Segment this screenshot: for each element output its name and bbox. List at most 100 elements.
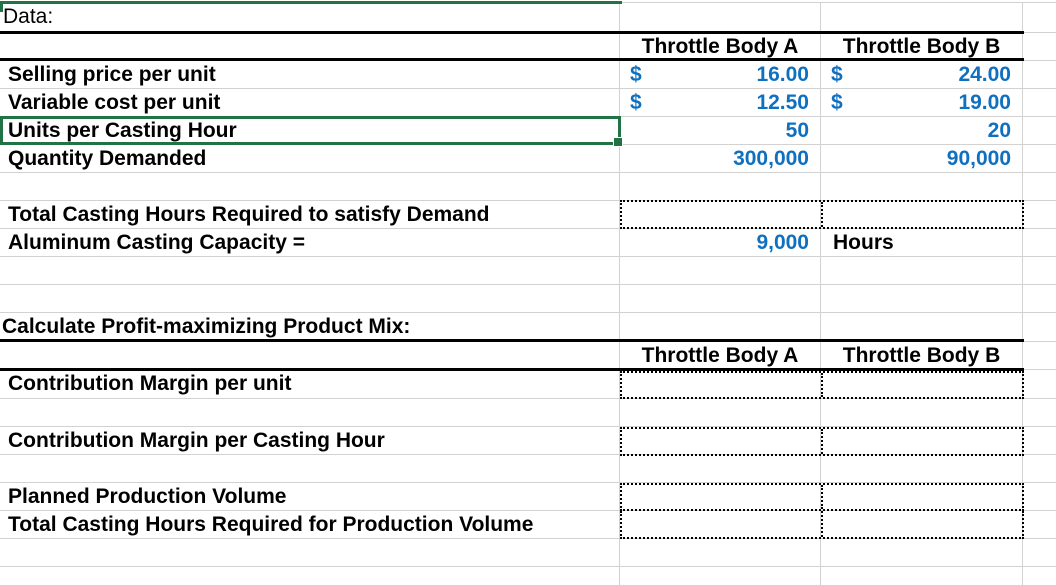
cell-empty[interactable] [1023,539,1056,566]
cell-empty[interactable] [620,257,821,284]
cell-empty[interactable] [620,285,821,312]
input-cell-total-casting-hours-a[interactable] [620,201,821,228]
input-cell-planned-volume-a[interactable] [620,483,821,510]
cell-empty[interactable] [1023,399,1056,426]
cell-empty[interactable] [620,567,821,585]
cell-empty[interactable] [821,313,1023,341]
selling-price-b-value: 24.00 [958,62,1011,86]
cell-empty[interactable] [1023,2,1056,32]
selling-price-a-value: 16.00 [756,62,809,86]
cell-empty[interactable] [620,173,821,200]
dotted-input-border-total-hours-demand [620,200,1024,229]
cell-empty[interactable] [0,173,620,200]
cell-empty[interactable] [620,313,821,341]
input-cell-cm-per-unit-a[interactable] [620,370,821,398]
cell-selling-price-a[interactable]: $ 16.00 [620,61,821,88]
cell-empty[interactable] [0,342,620,369]
cell-empty[interactable] [1023,257,1056,284]
cell-total-casting-hours-demand-label[interactable]: Total Casting Hours Required to satisfy … [0,201,620,228]
cell-empty[interactable] [1023,61,1056,88]
cell-empty[interactable] [1023,173,1056,200]
row-variable-cost: Variable cost per unit $ 12.50 $ 19.00 [0,89,1056,117]
cell-empty[interactable] [620,539,821,566]
cell-empty[interactable] [1023,455,1056,482]
cell-mix-title[interactable]: Calculate Profit-maximizing Product Mix: [0,313,620,341]
cell-empty[interactable] [821,399,1023,426]
cell-empty[interactable] [1023,483,1056,510]
cell-total-casting-hours-production-label[interactable]: Total Casting Hours Required for Product… [0,511,620,538]
row-blank [0,173,1056,201]
cell-quantity-demanded-a[interactable]: 300,000 [620,145,821,172]
cell-capacity-unit[interactable]: Hours [821,229,1023,256]
cell-empty[interactable] [821,455,1023,482]
cell-empty[interactable] [1023,511,1056,538]
cell-header2-throttle-body-b[interactable]: Throttle Body B [821,342,1023,369]
cell-quantity-demanded-b[interactable]: 90,000 [821,145,1023,172]
cell-empty[interactable] [821,567,1023,585]
cell-empty[interactable] [821,285,1023,312]
fill-handle[interactable] [613,137,623,147]
row-blank [0,285,1056,313]
cell-empty[interactable] [821,539,1023,566]
cell-selling-price-label[interactable]: Selling price per unit [0,61,620,88]
cell-empty[interactable] [1023,89,1056,116]
cell-empty[interactable] [1023,117,1056,144]
cell-empty[interactable] [0,33,620,60]
cell-empty[interactable] [1023,145,1056,172]
cell-variable-cost-label[interactable]: Variable cost per unit [0,89,620,116]
input-cell-cm-per-casting-hour-a[interactable] [620,427,821,454]
row-headers-1: Throttle Body A Throttle Body B [0,33,1056,61]
cell-empty[interactable] [0,285,620,312]
cell-data-title[interactable]: Data: [0,2,620,32]
thick-border-under-data-title [0,31,1024,34]
cell-empty[interactable] [620,399,821,426]
currency-symbol: $ [630,90,642,114]
selection-border-left-edge [0,1,3,12]
cell-empty[interactable] [0,257,620,284]
variable-cost-b-value: 19.00 [958,90,1011,114]
row-quantity-demanded: Quantity Demanded 300,000 90,000 [0,145,1056,173]
cell-capacity-value[interactable]: 9,000 [620,229,821,256]
cell-header-throttle-body-a[interactable]: Throttle Body A [620,33,821,60]
selected-cell-border [0,116,623,147]
cell-empty[interactable] [821,2,1023,32]
cell-empty[interactable] [1023,342,1056,369]
cell-empty[interactable] [1023,201,1056,228]
cell-empty[interactable] [821,173,1023,200]
cell-quantity-demanded-label[interactable]: Quantity Demanded [0,145,620,172]
cell-units-per-casting-hour-a[interactable]: 50 [620,117,821,144]
cell-cm-per-unit-label[interactable]: Contribution Margin per unit [0,370,620,398]
cell-empty[interactable] [620,455,821,482]
cell-empty[interactable] [821,257,1023,284]
selection-border-top-edge [0,1,622,4]
dotted-divider [821,373,823,397]
cell-empty[interactable] [1023,427,1056,454]
cell-empty[interactable] [620,2,821,32]
cell-variable-cost-a[interactable]: $ 12.50 [620,89,821,116]
cell-empty[interactable] [1023,313,1056,341]
input-cell-total-hours-production-a[interactable] [620,511,821,538]
cell-planned-production-volume-label[interactable]: Planned Production Volume [0,483,620,510]
cell-empty[interactable] [0,539,620,566]
variable-cost-a-value: 12.50 [756,90,809,114]
cell-capacity-label[interactable]: Aluminum Casting Capacity = [0,229,620,256]
cell-empty[interactable] [0,399,620,426]
cell-header-throttle-body-b[interactable]: Throttle Body B [821,33,1023,60]
cell-empty[interactable] [1023,229,1056,256]
row-blank [0,567,1056,585]
cell-units-per-casting-hour-b[interactable]: 20 [821,117,1023,144]
cell-empty[interactable] [0,455,620,482]
thick-border-under-mix-title [0,339,1024,342]
cell-cm-per-casting-hour-label[interactable]: Contribution Margin per Casting Hour [0,427,620,454]
cell-empty[interactable] [1023,567,1056,585]
cell-selling-price-b[interactable]: $ 24.00 [821,61,1023,88]
cell-empty[interactable] [0,567,620,585]
cell-empty[interactable] [1023,370,1056,398]
cell-empty[interactable] [1023,285,1056,312]
gridline-top-stub [622,2,1056,3]
cell-variable-cost-b[interactable]: $ 19.00 [821,89,1023,116]
cell-empty[interactable] [1023,33,1056,60]
dotted-input-border-cm-per-casting-hour [620,427,1024,456]
cell-header2-throttle-body-a[interactable]: Throttle Body A [620,342,821,369]
